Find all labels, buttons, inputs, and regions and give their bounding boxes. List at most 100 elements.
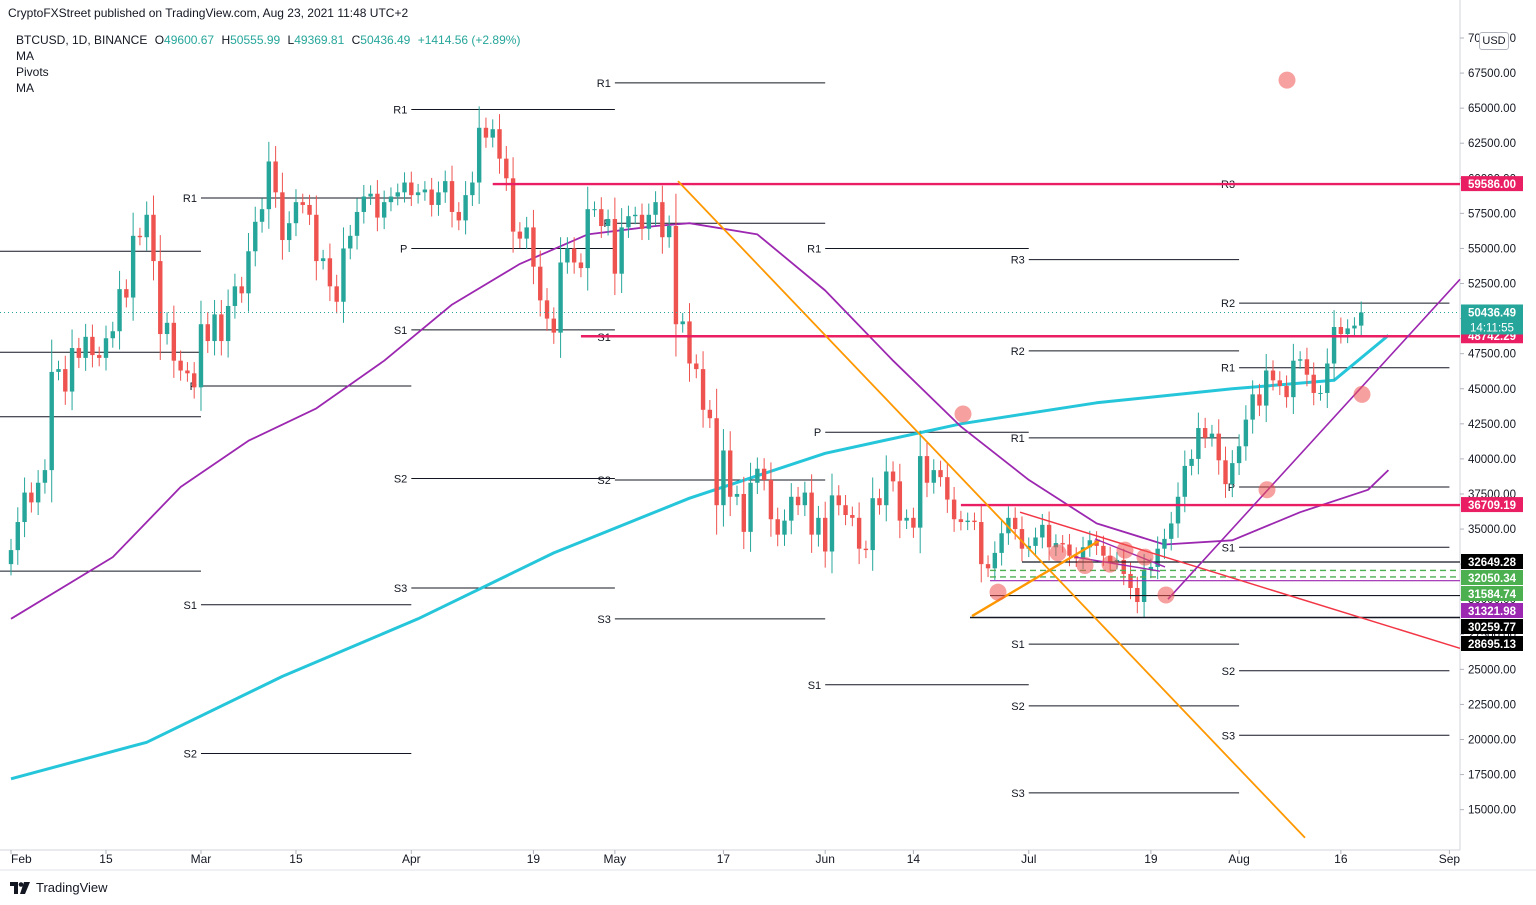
- purple-uptrend-line: [1167, 278, 1461, 600]
- x-tick-label: 14: [907, 852, 921, 866]
- open-value: 49600.67: [164, 33, 215, 47]
- candle-body: [1209, 433, 1215, 438]
- support-price-badge-bg: [1461, 619, 1523, 634]
- candle-body: [158, 261, 163, 335]
- candle-body: [517, 231, 523, 239]
- candle-body: [483, 127, 489, 138]
- candle-body: [531, 227, 536, 267]
- indicator-pivots[interactable]: Pivots: [16, 65, 49, 79]
- candle-body: [1230, 463, 1235, 485]
- candle-body: [646, 214, 651, 229]
- candle-body: [592, 209, 597, 211]
- candle-body: [1033, 537, 1038, 546]
- candle-body: [56, 369, 61, 372]
- support-price-badge-text: 32649.28: [1468, 557, 1517, 569]
- candle-body: [680, 321, 685, 325]
- candle-body: [1270, 370, 1276, 381]
- y-tick-label: 67500.00: [1468, 68, 1516, 80]
- candle-body: [375, 193, 380, 218]
- candle-body: [741, 493, 746, 532]
- candle-body: [1141, 569, 1147, 603]
- x-tick-label: 15: [99, 852, 113, 866]
- candle-body: [605, 218, 611, 227]
- candle-body: [436, 192, 441, 205]
- candle-body: [917, 456, 923, 528]
- y-tick-label: 22500.00: [1468, 699, 1516, 711]
- indicator-ma-1[interactable]: MA: [16, 49, 34, 63]
- candle-body: [538, 266, 543, 301]
- pivot-label: R1: [597, 78, 611, 90]
- candle-body: [653, 202, 658, 215]
- low-label: L: [287, 33, 295, 47]
- last-price-badge-countdown: 14:11:55: [1470, 322, 1514, 334]
- candle-body: [368, 193, 373, 197]
- candle-body: [144, 214, 149, 238]
- candle-body: [951, 499, 957, 520]
- candle-body: [63, 369, 68, 392]
- candle-body: [829, 495, 835, 552]
- candle-body: [1040, 524, 1045, 538]
- candle-body: [1359, 312, 1364, 326]
- candle-body: [402, 182, 407, 193]
- candle-body: [938, 470, 943, 478]
- candle-body: [8, 550, 14, 565]
- candle-body: [1046, 524, 1052, 548]
- candle-body: [877, 498, 882, 506]
- candle-body: [863, 548, 869, 551]
- pivot-label: S1: [808, 680, 821, 692]
- x-tick-label: Apr: [402, 852, 421, 866]
- candle-body: [544, 300, 550, 319]
- symbol-name[interactable]: BTCUSD, 1D, BINANCE: [16, 33, 148, 47]
- close-value: 50436.49: [360, 33, 411, 47]
- candle-body: [1006, 517, 1011, 534]
- pivot-label: S3: [597, 614, 610, 626]
- pivot-label: S3: [394, 583, 407, 595]
- candle-body: [1196, 428, 1201, 459]
- publisher-caption: CryptoFXStreet published on TradingView.…: [8, 6, 409, 20]
- candle-body: [1311, 374, 1316, 393]
- candle-body: [300, 202, 305, 205]
- tradingview-footer: TradingView: [10, 880, 108, 895]
- annotation-circle: [954, 405, 972, 423]
- resistance-price-badge-bg: [1461, 497, 1523, 513]
- candle-body: [972, 520, 977, 523]
- candle-body: [599, 209, 604, 227]
- x-tick-label: Jul: [1021, 852, 1036, 866]
- candle-body: [293, 202, 299, 224]
- candle-body: [897, 481, 903, 521]
- y-tick-label: 17500.00: [1468, 770, 1516, 782]
- last-price-badge-bg: [1461, 304, 1523, 335]
- candle-body: [999, 533, 1004, 553]
- candle-body: [1101, 545, 1106, 556]
- candle-body: [870, 498, 875, 551]
- y-tick-label: 55000.00: [1468, 243, 1516, 255]
- pivot-label: R1: [393, 105, 407, 117]
- candle-body: [816, 517, 821, 535]
- pivot-label: S1: [184, 600, 197, 612]
- y-tick-label: 57500.00: [1468, 208, 1516, 220]
- candle-body: [660, 202, 665, 238]
- candle-body: [253, 221, 258, 252]
- annotation-circle: [1076, 557, 1094, 575]
- candle-body: [673, 226, 679, 325]
- indicator-ma-2[interactable]: MA: [16, 81, 34, 95]
- candle-body: [232, 286, 238, 306]
- candle-body: [470, 182, 475, 196]
- y-tick-label: 45000.00: [1468, 384, 1516, 396]
- x-tick-label: 19: [527, 852, 541, 866]
- candle-body: [612, 218, 618, 274]
- candle-body: [1338, 327, 1344, 335]
- candle-body: [361, 196, 367, 212]
- candle-body: [775, 519, 780, 535]
- currency-button[interactable]: USD: [1479, 32, 1509, 50]
- orange-support-line: [971, 539, 1101, 618]
- x-tick-label: Feb: [11, 852, 32, 866]
- candle-body: [117, 289, 122, 332]
- y-tick-label: 47500.00: [1468, 349, 1516, 361]
- y-tick-label: 35000.00: [1468, 524, 1516, 536]
- pivot-label: R1: [1221, 363, 1235, 375]
- candle-body: [721, 450, 726, 506]
- candle-body: [1019, 529, 1025, 549]
- candle-body: [1080, 547, 1086, 559]
